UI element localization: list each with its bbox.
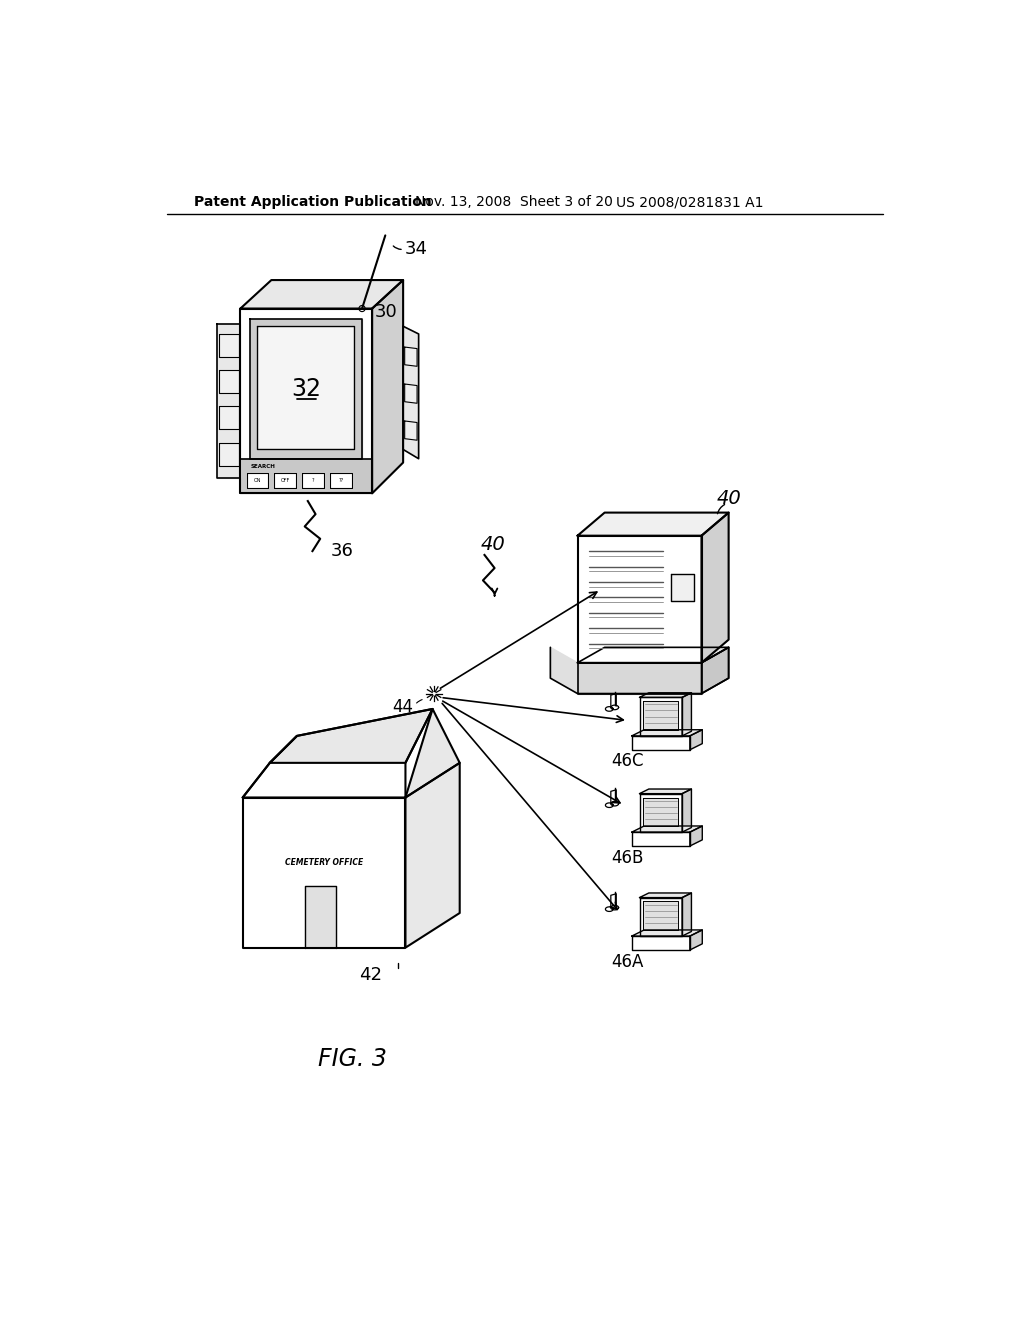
Polygon shape [219, 370, 239, 393]
Polygon shape [219, 442, 239, 466]
Polygon shape [640, 693, 691, 697]
Polygon shape [578, 647, 729, 663]
Polygon shape [632, 832, 690, 846]
Polygon shape [247, 473, 268, 488]
Polygon shape [305, 886, 336, 948]
Text: 34: 34 [404, 240, 428, 259]
Text: 30: 30 [375, 304, 397, 321]
Text: OFF: OFF [281, 478, 290, 483]
Polygon shape [671, 574, 693, 601]
Polygon shape [682, 693, 691, 737]
Polygon shape [701, 512, 729, 663]
Polygon shape [640, 697, 682, 737]
Polygon shape [241, 309, 372, 494]
Polygon shape [578, 536, 701, 663]
Text: FIG. 3: FIG. 3 [318, 1047, 387, 1072]
Text: SEARCH: SEARCH [251, 463, 275, 469]
Polygon shape [274, 473, 296, 488]
Polygon shape [406, 763, 460, 948]
Polygon shape [404, 421, 417, 441]
Text: Nov. 13, 2008  Sheet 3 of 20: Nov. 13, 2008 Sheet 3 of 20 [415, 195, 612, 210]
Polygon shape [217, 323, 241, 478]
Polygon shape [270, 709, 432, 763]
Polygon shape [640, 793, 682, 832]
Polygon shape [643, 701, 678, 730]
Polygon shape [241, 459, 372, 494]
Text: 32: 32 [291, 378, 322, 401]
Text: 46C: 46C [611, 752, 644, 771]
Polygon shape [690, 826, 702, 846]
Polygon shape [578, 512, 729, 536]
Text: ??: ?? [339, 478, 344, 483]
Text: 46A: 46A [611, 953, 644, 970]
Text: 42: 42 [359, 966, 382, 983]
Polygon shape [632, 929, 702, 936]
Polygon shape [406, 709, 460, 797]
Polygon shape [701, 647, 729, 693]
Polygon shape [578, 663, 701, 693]
Polygon shape [257, 326, 354, 449]
Polygon shape [404, 347, 417, 367]
Polygon shape [302, 473, 324, 488]
Text: Patent Application Publication: Patent Application Publication [194, 195, 432, 210]
Polygon shape [372, 280, 403, 494]
Polygon shape [243, 709, 432, 797]
Polygon shape [643, 797, 678, 826]
Polygon shape [632, 936, 690, 950]
Text: 40: 40 [717, 490, 741, 508]
Polygon shape [643, 902, 678, 929]
Polygon shape [403, 326, 419, 459]
Polygon shape [640, 789, 691, 793]
Text: CEMETERY OFFICE: CEMETERY OFFICE [285, 858, 364, 867]
Polygon shape [219, 334, 239, 358]
Text: ?: ? [312, 478, 314, 483]
Text: 44: 44 [392, 698, 414, 715]
Text: 40: 40 [480, 536, 506, 554]
Polygon shape [632, 737, 690, 750]
Polygon shape [682, 892, 691, 936]
Polygon shape [682, 789, 691, 832]
Polygon shape [640, 898, 682, 936]
Polygon shape [404, 384, 417, 404]
Text: US 2008/0281831 A1: US 2008/0281831 A1 [616, 195, 764, 210]
Polygon shape [251, 318, 362, 459]
Polygon shape [331, 473, 352, 488]
Polygon shape [690, 929, 702, 950]
Polygon shape [632, 730, 702, 737]
Polygon shape [241, 280, 403, 309]
Polygon shape [243, 797, 406, 948]
Text: 46B: 46B [611, 849, 644, 866]
Polygon shape [690, 730, 702, 750]
Polygon shape [640, 892, 691, 898]
Text: ON: ON [254, 478, 261, 483]
Polygon shape [632, 826, 702, 832]
Polygon shape [219, 407, 239, 429]
Text: 36: 36 [331, 543, 354, 560]
Polygon shape [550, 647, 729, 693]
